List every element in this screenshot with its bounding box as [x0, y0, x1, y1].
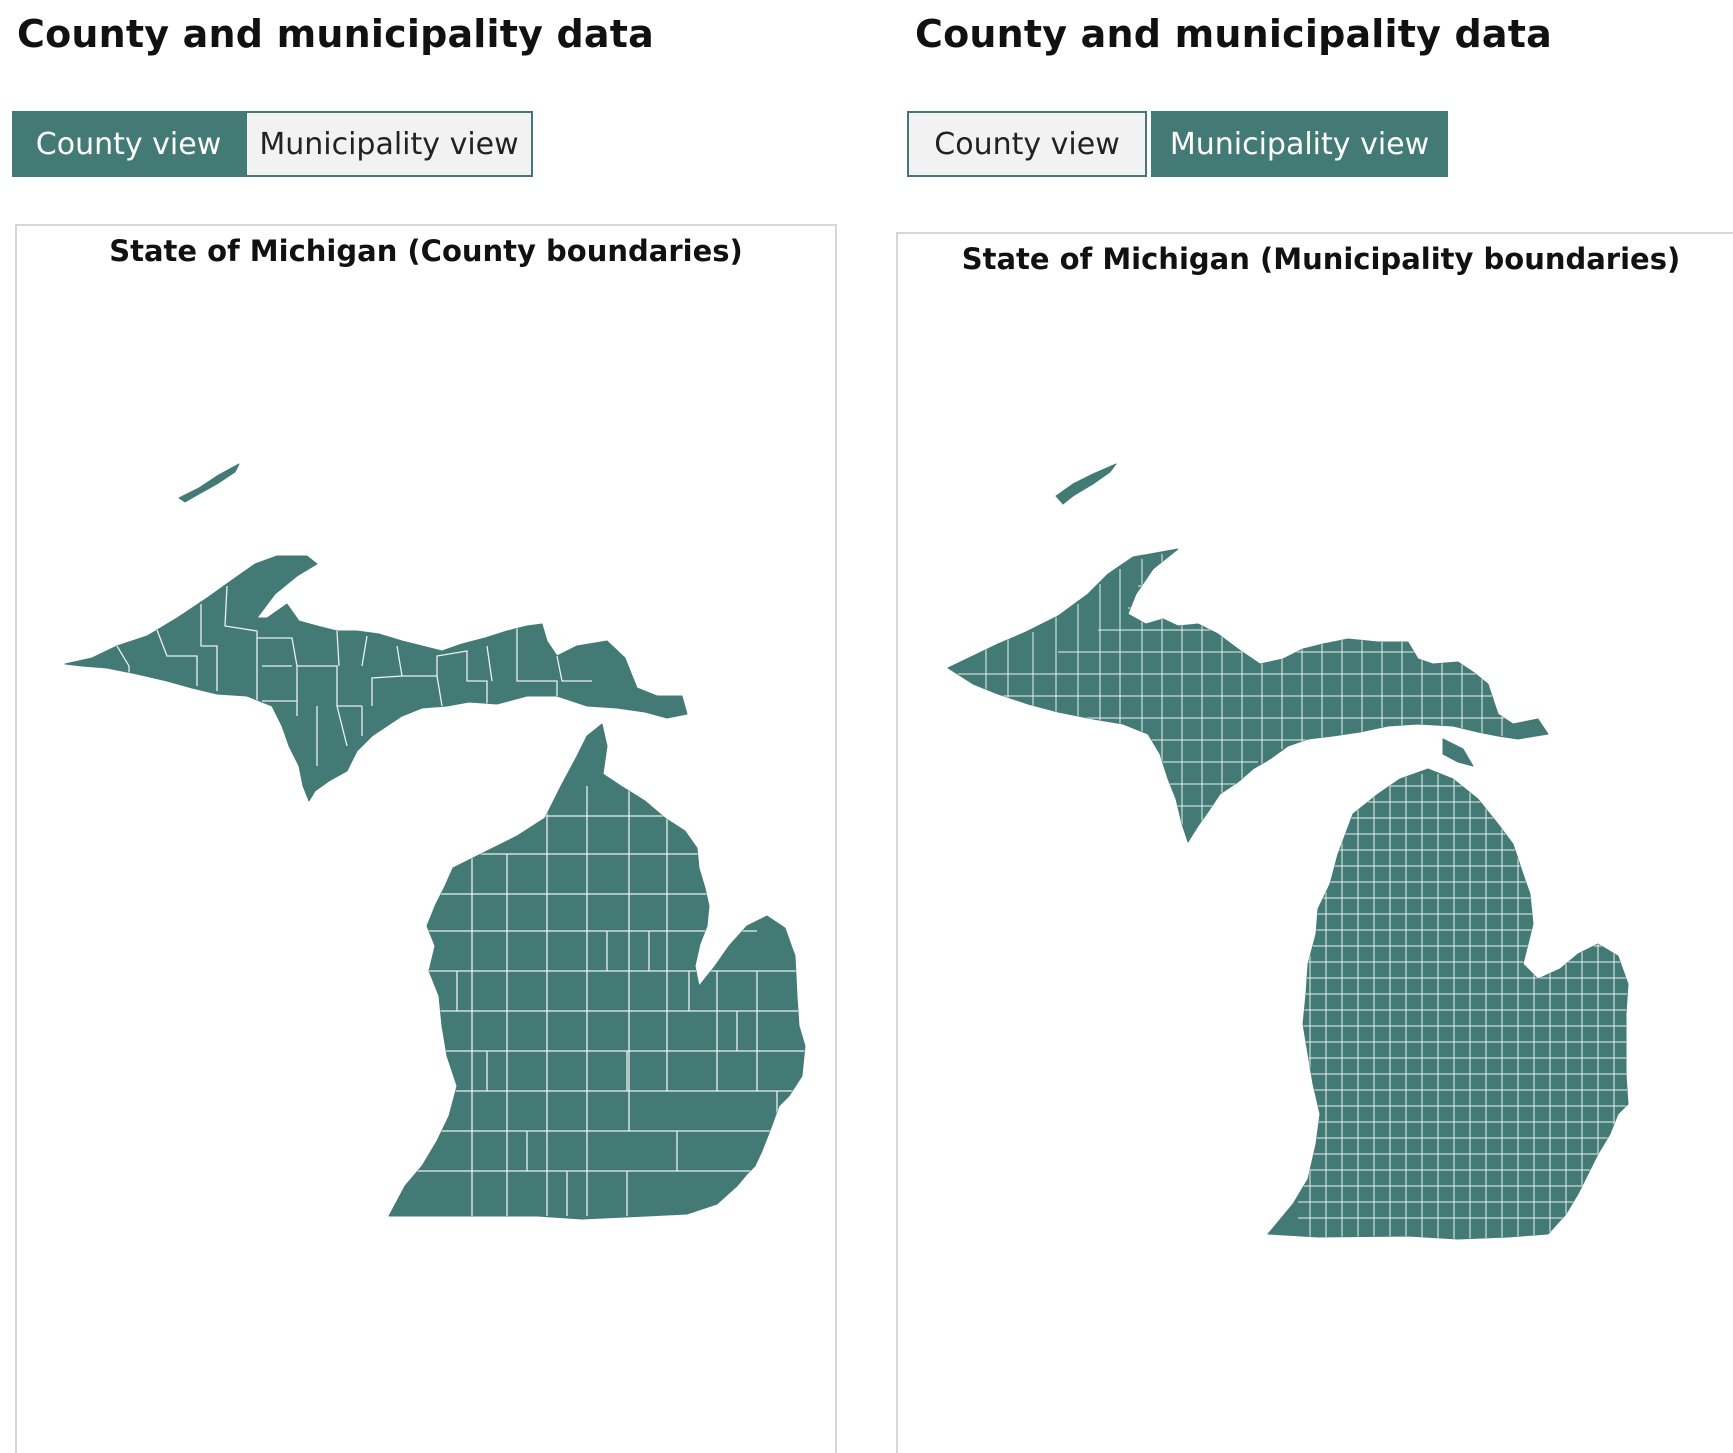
isle-royale: [178, 463, 240, 503]
view-toggle: County view Municipality view: [12, 111, 533, 177]
map-container: State of Michigan (Municipality boundari…: [896, 232, 1733, 1453]
map-container: State of Michigan (County boundaries): [15, 224, 837, 1453]
county-view-panel: County and municipality data County view…: [0, 0, 860, 1453]
michigan-municipality-map[interactable]: [898, 234, 1733, 1453]
municipality-view-button[interactable]: Municipality view: [245, 111, 533, 177]
municipality-view-button[interactable]: Municipality view: [1151, 111, 1448, 177]
view-toggle: County view Municipality view: [907, 111, 1448, 177]
map-title: State of Michigan (Municipality boundari…: [961, 242, 1681, 276]
page-title: County and municipality data: [915, 12, 1552, 56]
map-title: State of Michigan (County boundaries): [109, 234, 743, 268]
county-view-button[interactable]: County view: [907, 111, 1147, 177]
county-view-button[interactable]: County view: [12, 111, 245, 177]
michigan-county-map[interactable]: [17, 226, 839, 1453]
municipality-view-panel: County and municipality data County view…: [896, 0, 1733, 1453]
island: [1442, 738, 1474, 767]
page-title: County and municipality data: [17, 12, 654, 56]
isle-royale: [1055, 463, 1117, 505]
